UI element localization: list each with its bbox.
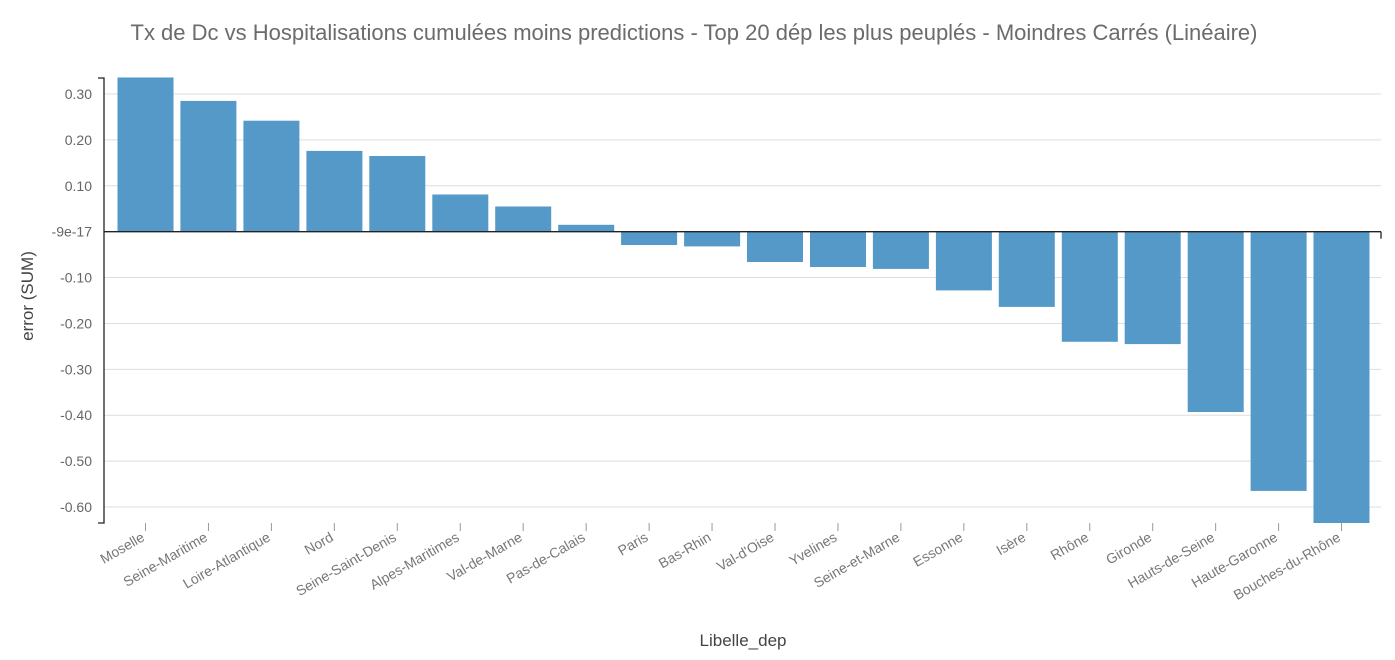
x-tick-label: Isère	[993, 529, 1028, 559]
x-tick-label: Nord	[302, 529, 336, 558]
bar-paris[interactable]	[621, 231, 678, 245]
bar-seine-et-marne[interactable]	[872, 231, 929, 269]
bars	[117, 77, 1370, 523]
x-axis-title: Libelle_dep	[700, 631, 787, 650]
axes	[98, 77, 1382, 524]
x-tick-label: Moselle	[97, 529, 147, 567]
y-tick-label: 0.20	[65, 132, 92, 148]
bar-haute-garonne[interactable]	[1250, 231, 1307, 491]
y-tick-label: -0.40	[60, 407, 92, 423]
bar-yvelines[interactable]	[810, 231, 866, 267]
bar-hauts-de-seine[interactable]	[1187, 231, 1244, 412]
bar-pas-de-calais[interactable]	[558, 224, 615, 232]
bar-rh-ne[interactable]	[1061, 231, 1118, 342]
y-tick-label: -0.50	[60, 453, 92, 469]
x-tick-label: Essonne	[910, 529, 965, 570]
bar-alpes-maritimes[interactable]	[432, 194, 489, 232]
x-tick-label: Bouches-du-Rhône	[1231, 529, 1344, 603]
chart-title: Tx de Dc vs Hospitalisations cumulées mo…	[131, 20, 1258, 45]
y-tick-label: 0.30	[65, 86, 92, 102]
bar-seine-saint-denis[interactable]	[369, 156, 426, 232]
y-axis-title: error (SUM)	[18, 251, 37, 341]
x-tick-label: Val-d'Oise	[714, 529, 777, 575]
y-tick-label: 0.10	[65, 178, 92, 194]
bar-val-d-oise[interactable]	[747, 231, 803, 262]
bar-nord[interactable]	[306, 150, 363, 232]
bar-moselle[interactable]	[117, 77, 174, 232]
bar-is-re[interactable]	[998, 231, 1055, 307]
bar-bouches-du-rh-ne[interactable]	[1313, 231, 1370, 523]
bar-essonne[interactable]	[935, 231, 992, 291]
bar-bas-rhin[interactable]	[684, 231, 741, 247]
bar-loire-atlantique[interactable]	[243, 120, 300, 232]
x-tick-label: Rhône	[1048, 529, 1092, 564]
bar-seine-maritime[interactable]	[180, 100, 237, 232]
y-tick-label: -9e-17	[52, 224, 93, 240]
x-tick-label: Bas-Rhin	[656, 529, 714, 572]
y-tick-label: -0.20	[60, 315, 92, 331]
x-tick-label: Gironde	[1103, 529, 1154, 568]
bar-gironde[interactable]	[1124, 231, 1181, 345]
y-tick-label: -0.10	[60, 270, 92, 286]
y-tick-label: -0.30	[60, 361, 92, 377]
bar-val-de-marne[interactable]	[495, 206, 552, 232]
x-tick-label: Yvelines	[786, 529, 839, 569]
x-tick-label: Paris	[615, 529, 651, 559]
y-tick-labels: 0.30 0.20 0.10 -9e-17 -0.10 -0.20 -0.30 -0.40 -0…	[52, 86, 93, 515]
y-axis-line	[98, 77, 105, 524]
y-tick-label: -0.60	[60, 499, 92, 515]
